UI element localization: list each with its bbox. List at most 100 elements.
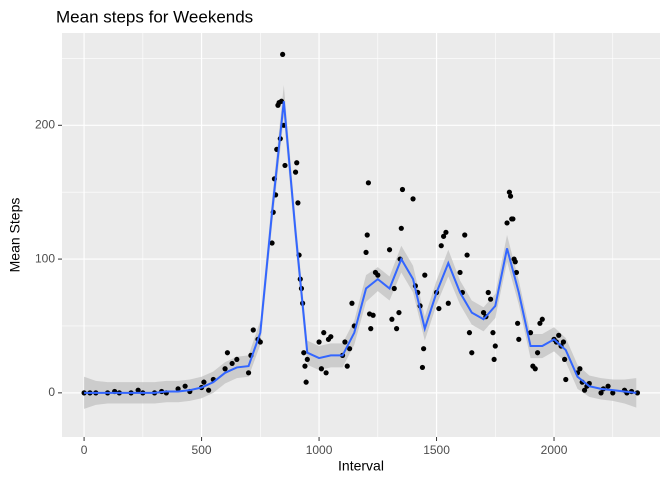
chart-title: Mean steps for Weekends bbox=[56, 7, 253, 26]
point bbox=[295, 200, 301, 206]
point bbox=[480, 309, 487, 316]
point bbox=[245, 370, 252, 376]
point bbox=[229, 360, 235, 367]
point bbox=[280, 51, 286, 58]
point bbox=[492, 343, 498, 349]
point bbox=[410, 196, 416, 202]
point bbox=[438, 243, 444, 249]
point bbox=[175, 386, 181, 392]
point bbox=[605, 383, 611, 389]
point bbox=[532, 366, 538, 372]
point bbox=[389, 316, 395, 322]
point bbox=[375, 272, 381, 278]
point bbox=[445, 300, 451, 306]
point bbox=[328, 334, 334, 340]
point bbox=[443, 229, 449, 235]
point bbox=[302, 363, 308, 369]
y-tick-label: 200 bbox=[35, 117, 55, 131]
point bbox=[560, 339, 567, 345]
point bbox=[462, 232, 468, 238]
point bbox=[349, 300, 355, 306]
point bbox=[370, 312, 376, 318]
x-tick-label: 2000 bbox=[541, 443, 568, 457]
point bbox=[342, 339, 348, 345]
point bbox=[363, 249, 369, 255]
point bbox=[506, 189, 512, 195]
y-axis-title: Mean Steps bbox=[7, 198, 23, 273]
panel bbox=[62, 33, 660, 437]
point bbox=[391, 285, 397, 292]
point bbox=[301, 350, 307, 356]
point bbox=[534, 350, 541, 356]
point bbox=[269, 240, 275, 246]
point bbox=[539, 316, 545, 322]
point bbox=[396, 309, 402, 316]
point bbox=[610, 390, 616, 396]
x-tick-label: 1500 bbox=[423, 443, 450, 457]
smooth-line bbox=[84, 101, 637, 394]
point bbox=[466, 330, 473, 336]
point bbox=[292, 169, 299, 175]
point bbox=[364, 232, 370, 238]
point bbox=[527, 330, 534, 336]
y-tick-label: 100 bbox=[35, 251, 55, 265]
point bbox=[516, 336, 522, 342]
point bbox=[510, 216, 516, 222]
x-tick-label: 500 bbox=[192, 443, 212, 457]
point bbox=[598, 390, 604, 396]
point bbox=[323, 370, 329, 376]
point bbox=[512, 259, 518, 265]
point bbox=[182, 383, 188, 389]
confidence-band bbox=[84, 85, 637, 409]
point bbox=[294, 160, 300, 166]
point bbox=[469, 350, 475, 356]
point bbox=[504, 220, 510, 226]
point bbox=[368, 326, 374, 332]
point bbox=[515, 320, 521, 326]
point bbox=[282, 162, 288, 169]
point bbox=[556, 332, 562, 338]
point bbox=[201, 379, 207, 385]
point bbox=[485, 289, 491, 296]
point bbox=[303, 379, 309, 385]
point bbox=[316, 339, 322, 345]
point bbox=[419, 364, 426, 371]
point bbox=[507, 193, 514, 199]
x-tick-label: 0 bbox=[81, 443, 88, 457]
point bbox=[393, 326, 400, 332]
point bbox=[634, 390, 641, 396]
point bbox=[344, 363, 350, 369]
point bbox=[487, 296, 494, 302]
point bbox=[224, 350, 231, 356]
point bbox=[399, 186, 406, 193]
point bbox=[577, 366, 583, 372]
point bbox=[513, 269, 520, 276]
point bbox=[562, 356, 568, 363]
point bbox=[440, 233, 447, 239]
point bbox=[234, 356, 240, 363]
x-axis-title: Interval bbox=[338, 458, 384, 474]
point bbox=[222, 366, 228, 372]
point bbox=[257, 339, 263, 345]
point bbox=[491, 356, 497, 363]
point bbox=[421, 346, 427, 352]
point bbox=[464, 252, 470, 258]
x-tick-label: 1000 bbox=[306, 443, 333, 457]
point bbox=[422, 272, 428, 278]
point bbox=[206, 387, 212, 393]
point bbox=[135, 387, 141, 393]
point bbox=[537, 320, 543, 326]
point bbox=[398, 225, 404, 231]
y-tick-label: 0 bbox=[48, 385, 55, 399]
point bbox=[581, 387, 588, 393]
point bbox=[318, 366, 325, 372]
point bbox=[347, 346, 353, 352]
point bbox=[321, 330, 327, 336]
point bbox=[365, 180, 372, 186]
point bbox=[490, 330, 496, 336]
plot bbox=[81, 51, 641, 409]
point bbox=[250, 327, 256, 333]
point bbox=[457, 269, 463, 276]
